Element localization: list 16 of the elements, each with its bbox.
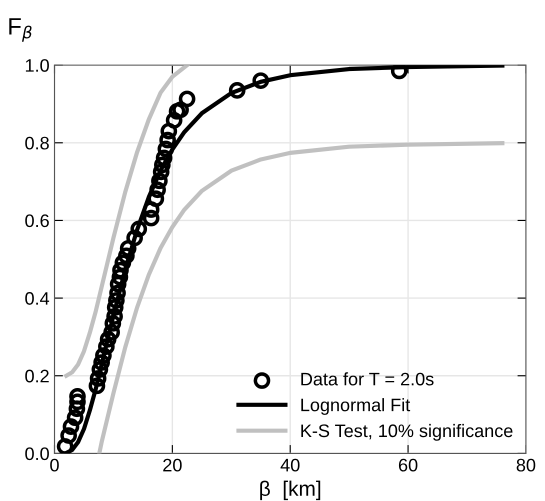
x-tick-label: 40 (280, 458, 300, 472)
legend-label: Lognormal Fit (301, 398, 410, 415)
x-tick-label: 0 (50, 458, 59, 472)
x-tick-label: 20 (163, 458, 182, 472)
y-tick-label: 0.2 (25, 370, 49, 382)
y-tick-label: 0.0 (25, 447, 49, 460)
y-tick-label: 0.6 (25, 214, 49, 228)
y-tick-label: 0.4 (25, 292, 50, 305)
y-tick-label: 1.0 (26, 59, 49, 72)
x-axis-title: β [km] (260, 480, 320, 500)
legend-label: K-S Test, 10% significance (301, 424, 512, 441)
x-tick-label: 60 (398, 458, 418, 472)
legend-label: Data for T = 2.0s (301, 372, 434, 386)
x-tick-label: 80 (516, 458, 536, 472)
y-axis-title: F$_{β}$ (9, 18, 32, 42)
y-tick-label: 0.8 (25, 136, 49, 150)
